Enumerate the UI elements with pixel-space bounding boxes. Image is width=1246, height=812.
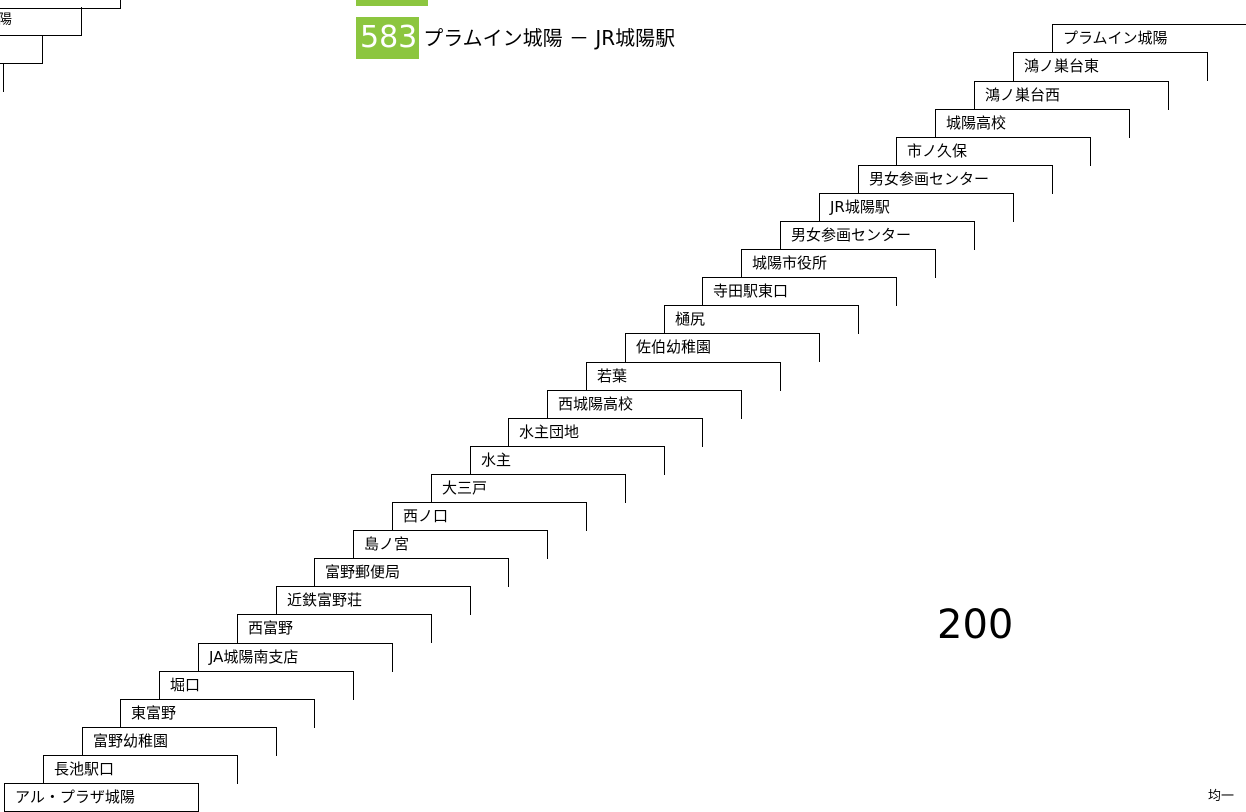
stop-24: 市ノ久保 [896, 137, 1091, 166]
stop-9: 富野郵便局 [314, 558, 509, 587]
stop-22: JR城陽駅 [819, 193, 1014, 222]
route-number-badge: 583 [356, 17, 420, 59]
stop-5: 堀口 [159, 671, 354, 700]
stop-12: 大三戸 [431, 474, 626, 503]
previous-route-box-4 [0, 63, 4, 92]
stop-2: 長池駅口 [43, 755, 238, 784]
stop-6: JA城陽南支店 [198, 643, 393, 672]
stop-8: 近鉄富野荘 [276, 586, 471, 615]
stop-19: 寺田駅東口 [702, 277, 897, 306]
route-number-cap [356, 0, 428, 6]
previous-route-box-1 [0, 0, 121, 9]
stop-3: 富野幼稚園 [82, 727, 277, 756]
previous-route-box-2: 陽 [0, 7, 82, 36]
stop-18: 樋尻 [664, 305, 859, 334]
stop-10: 島ノ宮 [353, 530, 548, 559]
stop-15: 西城陽高校 [547, 390, 742, 419]
stop-27: 鴻ノ巣台東 [1013, 52, 1208, 81]
stop-26: 鴻ノ巣台西 [974, 81, 1169, 110]
stop-23: 男女参画センター [858, 165, 1053, 194]
stop-17: 佐伯幼稚園 [625, 333, 820, 362]
stop-16: 若葉 [586, 362, 781, 391]
stop-21: 男女参画センター [780, 221, 975, 250]
stop-13: 水主 [470, 446, 665, 475]
stop-14: 水主団地 [508, 418, 703, 447]
stop-25: 城陽高校 [935, 109, 1130, 138]
previous-route-box-3 [0, 35, 43, 64]
previous-route-stop-label: 陽 [0, 12, 12, 28]
stop-7: 西富野 [237, 614, 432, 643]
stop-20: 城陽市役所 [741, 249, 936, 278]
stop-11: 西ノ口 [392, 502, 587, 531]
stop-1: アル・プラザ城陽 [4, 783, 199, 812]
route-header: 583 プラムイン城陽 － JR城陽駅 [356, 17, 675, 59]
fare-amount: 200 [937, 602, 1014, 648]
fare-type: 均一 [1208, 789, 1235, 804]
stop-4: 東富野 [120, 699, 315, 728]
stop-28: プラムイン城陽 [1052, 24, 1246, 53]
route-name: プラムイン城陽 － JR城陽駅 [423, 26, 676, 50]
